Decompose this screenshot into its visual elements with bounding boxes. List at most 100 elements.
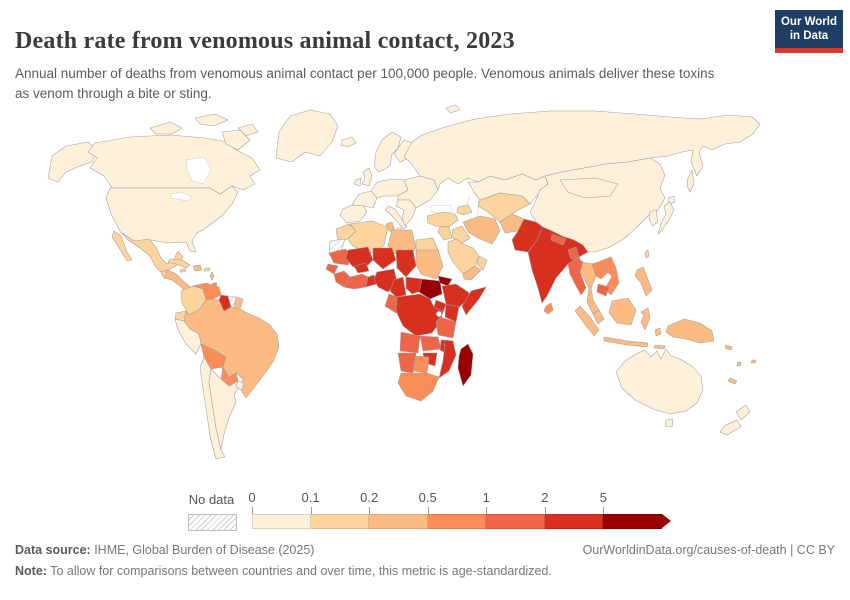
country-solomon-islands[interactable]: [724, 344, 733, 351]
country-argentina[interactable]: [208, 368, 241, 451]
country-fiji[interactable]: [750, 359, 757, 364]
country-botswana[interactable]: [413, 355, 430, 374]
country-nigeria[interactable]: [373, 268, 398, 293]
region-moluccas[interactable]: [654, 327, 662, 337]
country-italy[interactable]: [384, 205, 408, 230]
country-mexico[interactable]: [121, 232, 184, 273]
country-tanzania[interactable]: [435, 316, 457, 339]
region-sakhalin[interactable]: [686, 169, 695, 193]
country-myanmar[interactable]: [567, 257, 587, 296]
owid-logo[interactable]: Our World in Data: [775, 10, 843, 53]
country-niger[interactable]: [372, 247, 397, 270]
region-congo-gabon[interactable]: [384, 293, 398, 314]
region-svalbard[interactable]: [445, 104, 461, 114]
region-java[interactable]: [603, 336, 649, 348]
country-iceland[interactable]: [340, 136, 357, 148]
page-subtitle: Annual number of deaths from venomous an…: [15, 65, 715, 101]
country-alaska[interactable]: [47, 141, 98, 183]
country-nepal[interactable]: [550, 233, 567, 246]
legend-segment-0[interactable]: [252, 514, 311, 529]
country-oman[interactable]: [476, 255, 488, 271]
region-levant[interactable]: [437, 226, 453, 241]
region-borneo[interactable]: [608, 297, 637, 326]
legend-segment-3[interactable]: [427, 514, 487, 529]
country-canada[interactable]: [87, 134, 261, 195]
country-vietnam[interactable]: [600, 256, 620, 296]
legend-segment-5[interactable]: [544, 514, 604, 529]
country-philippines[interactable]: [634, 266, 653, 297]
country-new-caledonia[interactable]: [727, 377, 738, 385]
region-lesser-antilles[interactable]: [209, 271, 215, 281]
legend-segment-4[interactable]: [486, 514, 545, 529]
note-text: To allow for comparisons between countri…: [46, 564, 552, 578]
country-malaysia[interactable]: [592, 309, 605, 325]
country-taiwan[interactable]: [644, 249, 650, 259]
country-arctic-islands[interactable]: [149, 121, 183, 135]
data-source-text: IHME, Global Burden of Disease (2025): [90, 543, 315, 557]
country-lesotho[interactable]: [422, 387, 429, 393]
country-venezuela[interactable]: [192, 282, 222, 301]
great-lakes: [169, 191, 193, 202]
legend-tick: [427, 507, 429, 514]
legend-tick-label: 0.1: [301, 490, 320, 505]
region-tasmania[interactable]: [664, 418, 674, 428]
black-sea: [429, 204, 454, 215]
country-angola[interactable]: [399, 331, 421, 354]
country-japan[interactable]: [657, 201, 675, 235]
country-iran[interactable]: [462, 215, 501, 245]
country-jamaica[interactable]: [179, 268, 187, 273]
country-burkina-faso[interactable]: [353, 262, 370, 274]
country-zambia[interactable]: [419, 335, 442, 352]
country-hispaniola[interactable]: [192, 264, 203, 272]
region-korea[interactable]: [648, 209, 659, 227]
country-cambodia[interactable]: [596, 283, 610, 297]
country-sudan[interactable]: [415, 249, 444, 280]
country-south-sudan[interactable]: [418, 278, 443, 300]
region-new-guinea[interactable]: [665, 318, 715, 344]
country-new-zealand-north[interactable]: [735, 404, 751, 421]
country-new-zealand-south[interactable]: [719, 419, 742, 436]
region-lesser-sunda[interactable]: [653, 344, 666, 350]
region-sulawesi[interactable]: [640, 307, 651, 331]
region-caucasus[interactable]: [456, 204, 473, 216]
legend-segment-2[interactable]: [369, 514, 428, 529]
country-sri-lanka[interactable]: [543, 302, 554, 315]
country-australia[interactable]: [615, 348, 704, 415]
country-mozambique[interactable]: [438, 339, 457, 379]
country-chad[interactable]: [395, 249, 417, 278]
country-south-africa[interactable]: [397, 372, 440, 402]
legend-segment-1[interactable]: [310, 514, 370, 529]
country-russia[interactable]: [403, 110, 761, 191]
country-baffin-island[interactable]: [221, 129, 251, 151]
country-vanuatu[interactable]: [736, 361, 742, 367]
region-iberia[interactable]: [339, 204, 368, 224]
country-arctic-islands[interactable]: [194, 113, 229, 127]
country-greenland[interactable]: [275, 109, 339, 163]
country-laos[interactable]: [591, 260, 609, 280]
country-uk[interactable]: [361, 167, 373, 187]
rights-link[interactable]: OurWorldinData.org/causes-of-death | CC …: [582, 543, 835, 557]
country-mexico-baja[interactable]: [111, 230, 133, 262]
region-sumatra[interactable]: [574, 305, 600, 337]
country-yemen[interactable]: [462, 265, 482, 281]
country-madagascar[interactable]: [457, 343, 474, 387]
no-data-swatch[interactable]: [188, 514, 237, 531]
data-source-label: Data source:: [15, 543, 91, 557]
country-namibia[interactable]: [397, 352, 417, 374]
region-balkans[interactable]: [395, 199, 417, 227]
region-central-asia[interactable]: [477, 192, 531, 223]
country-turkey[interactable]: [426, 211, 459, 228]
legend-tick: [310, 507, 312, 514]
country-saudi-arabia[interactable]: [447, 238, 480, 275]
country-cuba[interactable]: [167, 258, 191, 269]
country-puerto-rico[interactable]: [203, 267, 211, 272]
country-cameroon[interactable]: [389, 276, 407, 298]
country-senegal[interactable]: [325, 263, 339, 275]
country-uruguay[interactable]: [235, 380, 245, 391]
country-somalia[interactable]: [461, 286, 487, 316]
country-ireland[interactable]: [353, 177, 362, 187]
legend-segment-6[interactable]: [603, 514, 662, 529]
owid-logo-line1: Our World: [780, 15, 837, 28]
country-mongolia[interactable]: [559, 177, 619, 199]
world-map-svg: [47, 104, 761, 460]
